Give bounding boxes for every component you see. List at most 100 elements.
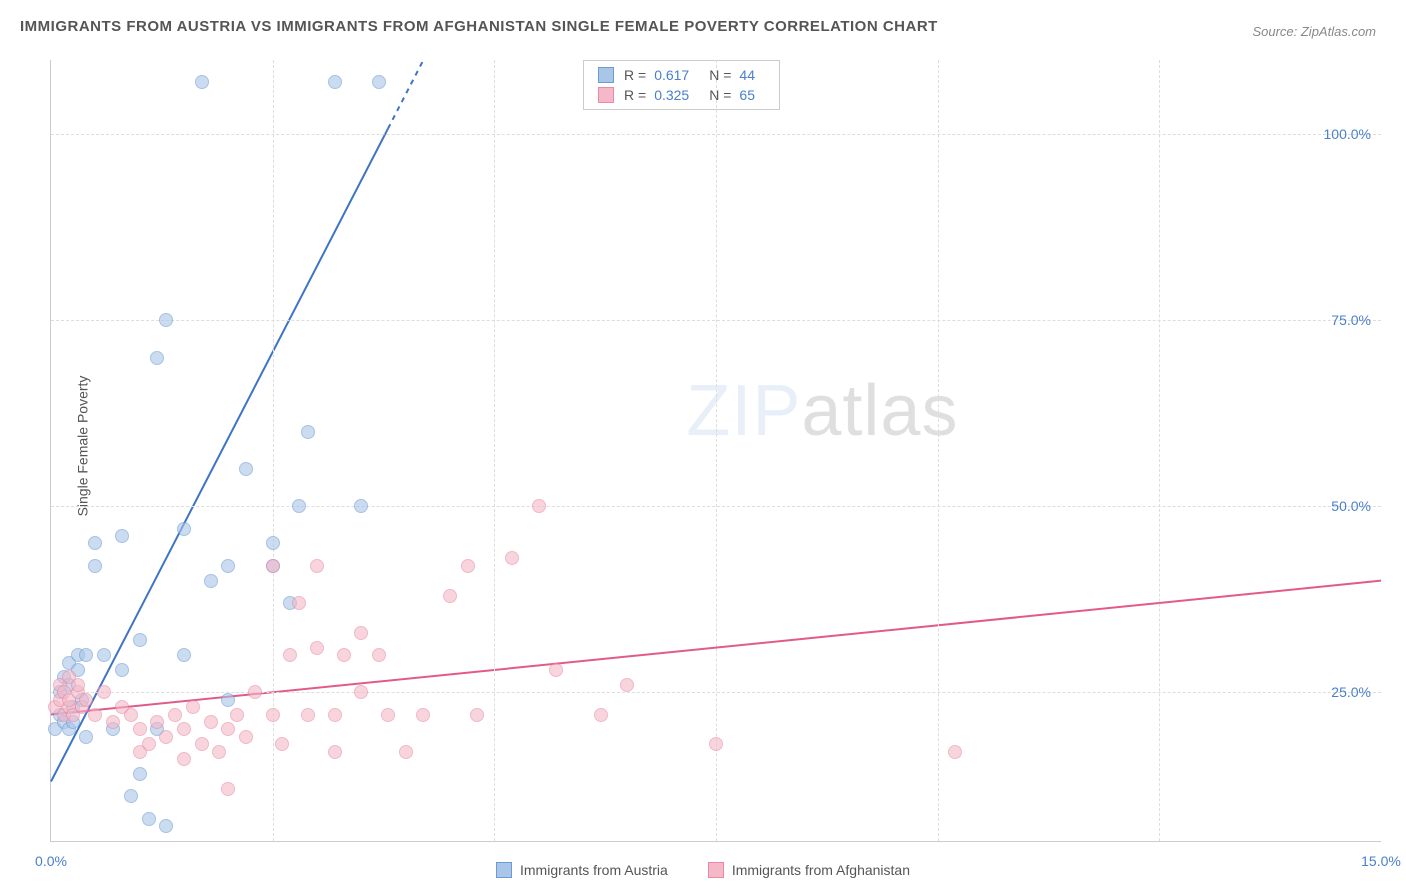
scatter-point	[399, 745, 413, 759]
series-swatch	[598, 87, 614, 103]
scatter-point	[301, 708, 315, 722]
scatter-point	[150, 715, 164, 729]
scatter-point	[106, 715, 120, 729]
stats-row: R = 0.617 N = 44	[598, 65, 765, 85]
scatter-point	[505, 551, 519, 565]
scatter-point	[133, 767, 147, 781]
scatter-point	[292, 499, 306, 513]
scatter-point	[79, 648, 93, 662]
r-label: R =	[624, 87, 646, 103]
watermark: ZIPatlas	[686, 370, 958, 452]
y-tick-label: 100.0%	[1324, 126, 1371, 142]
bottom-legend: Immigrants from Austria Immigrants from A…	[496, 862, 910, 878]
scatter-point	[177, 522, 191, 536]
gridline-vertical	[716, 60, 717, 841]
scatter-point	[310, 559, 324, 573]
scatter-point	[372, 648, 386, 662]
scatter-point	[124, 708, 138, 722]
chart-plot-area: ZIPatlas R =0.617N =44R =0.325N =65 25.0…	[50, 60, 1381, 842]
scatter-point	[221, 693, 235, 707]
series-swatch	[598, 67, 614, 83]
scatter-point	[948, 745, 962, 759]
scatter-point	[142, 812, 156, 826]
n-value: 44	[739, 67, 755, 83]
scatter-point	[133, 722, 147, 736]
scatter-point	[283, 648, 297, 662]
scatter-point	[266, 708, 280, 722]
scatter-point	[337, 648, 351, 662]
scatter-point	[115, 663, 129, 677]
legend-label: Immigrants from Austria	[520, 862, 668, 878]
scatter-point	[221, 722, 235, 736]
scatter-point	[97, 648, 111, 662]
scatter-point	[124, 789, 138, 803]
scatter-point	[177, 648, 191, 662]
scatter-point	[71, 678, 85, 692]
stats-row: R = 0.325 N = 65	[598, 85, 765, 105]
trend-line	[51, 129, 388, 782]
x-tick-label: 15.0%	[1361, 853, 1401, 869]
scatter-point	[177, 722, 191, 736]
scatter-point	[159, 313, 173, 327]
legend-swatch	[496, 862, 512, 878]
legend-swatch	[708, 862, 724, 878]
scatter-point	[310, 641, 324, 655]
gridline-vertical	[494, 60, 495, 841]
scatter-point	[301, 425, 315, 439]
scatter-point	[239, 462, 253, 476]
legend-item: Immigrants from Afghanistan	[708, 862, 910, 878]
scatter-point	[115, 529, 129, 543]
scatter-point	[266, 559, 280, 573]
scatter-point	[221, 782, 235, 796]
scatter-point	[195, 75, 209, 89]
source-label: Source: ZipAtlas.com	[1252, 24, 1376, 39]
scatter-point	[97, 685, 111, 699]
scatter-point	[133, 633, 147, 647]
scatter-point	[275, 737, 289, 751]
scatter-point	[372, 75, 386, 89]
scatter-point	[239, 730, 253, 744]
scatter-point	[195, 737, 209, 751]
scatter-point	[204, 574, 218, 588]
scatter-point	[142, 737, 156, 751]
scatter-point	[88, 559, 102, 573]
legend-item: Immigrants from Austria	[496, 862, 668, 878]
scatter-point	[620, 678, 634, 692]
scatter-point	[150, 351, 164, 365]
scatter-point	[470, 708, 484, 722]
scatter-point	[88, 708, 102, 722]
scatter-point	[549, 663, 563, 677]
scatter-point	[354, 685, 368, 699]
watermark-zip: ZIP	[686, 371, 801, 451]
scatter-point	[354, 499, 368, 513]
scatter-point	[443, 589, 457, 603]
scatter-point	[204, 715, 218, 729]
chart-title: IMMIGRANTS FROM AUSTRIA VS IMMIGRANTS FR…	[20, 18, 938, 35]
scatter-point	[248, 685, 262, 699]
scatter-point	[416, 708, 430, 722]
scatter-point	[328, 708, 342, 722]
y-tick-label: 75.0%	[1331, 312, 1371, 328]
scatter-point	[328, 745, 342, 759]
gridline-vertical	[273, 60, 274, 841]
n-label: N =	[709, 87, 731, 103]
scatter-point	[381, 708, 395, 722]
y-tick-label: 50.0%	[1331, 498, 1371, 514]
n-value: 65	[739, 87, 755, 103]
r-label: R =	[624, 67, 646, 83]
scatter-point	[461, 559, 475, 573]
r-value: 0.617	[654, 67, 689, 83]
stats-box: R = 0.617 N = 44 R = 0.325 N = 65	[583, 60, 780, 110]
n-label: N =	[709, 67, 731, 83]
scatter-point	[186, 700, 200, 714]
scatter-point	[594, 708, 608, 722]
scatter-point	[168, 708, 182, 722]
gridline-vertical	[938, 60, 939, 841]
r-value: 0.325	[654, 87, 689, 103]
scatter-point	[79, 730, 93, 744]
scatter-point	[328, 75, 342, 89]
scatter-point	[88, 536, 102, 550]
x-tick-label: 0.0%	[35, 853, 67, 869]
scatter-point	[230, 708, 244, 722]
legend-label: Immigrants from Afghanistan	[732, 862, 910, 878]
